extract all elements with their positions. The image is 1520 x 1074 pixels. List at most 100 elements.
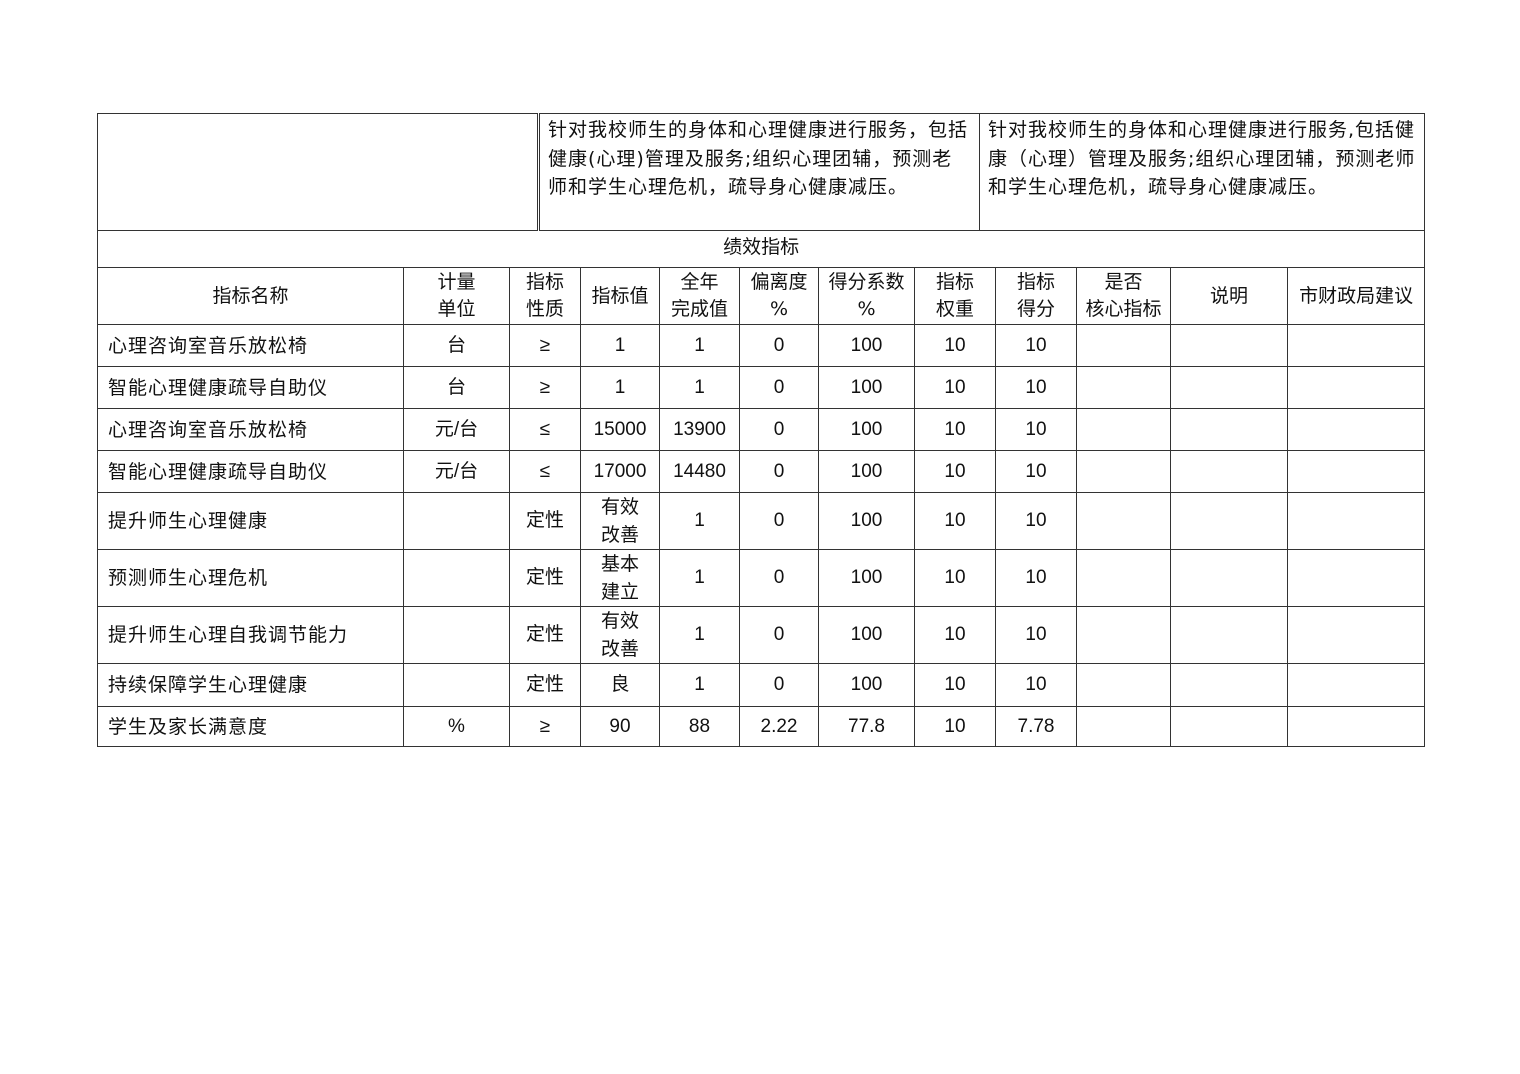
table-cell	[403, 606, 510, 664]
table-cell: 基本 建立	[580, 549, 660, 607]
table-cell: 10	[914, 366, 996, 409]
table-row: 心理咨询室音乐放松椅台 ≥1 1 0 100 10 10	[97, 324, 1426, 367]
table-cell	[1170, 450, 1288, 493]
table-cell: 有效 改善	[580, 606, 660, 664]
table-row: 提升师生心理自我调节能力 定性 有效 改善 1 0 100 10 10	[97, 606, 1426, 664]
column-header: 市财政局建议	[1286, 267, 1426, 325]
column-header: 全年 完成值	[659, 267, 740, 325]
table-cell: 100	[818, 366, 915, 409]
table-cell: 1	[659, 366, 740, 409]
table-cell	[1286, 408, 1426, 451]
column-header: 指标 权重	[914, 267, 996, 325]
table-cell: 100	[818, 408, 915, 451]
description-cell-b: 针对我校师生的身体和心理健康进行服务,包括健康（心理）管理及服务;组织心理团辅，…	[979, 113, 1425, 231]
blank-cell	[97, 113, 539, 231]
table-cell	[1076, 663, 1171, 707]
table-cell: 台	[403, 366, 510, 409]
table-cell: 10	[995, 450, 1077, 493]
table-cell	[1286, 606, 1426, 664]
table-row: 心理咨询室音乐放松椅 元/台 ≤15000 13900 0 100 10 10	[97, 408, 1426, 451]
table-cell	[1170, 663, 1288, 707]
table-cell	[1170, 549, 1288, 607]
performance-indicator-table: 绩效指标 指标名称 计量 单位 指标 性质 指标值 全年 完成值 偏离度 % 得分系数 % 指…	[96, 226, 1426, 747]
project-description-table: 针对我校师生的身体和心理健康进行服务，包括健康(心理)管理及服务;组织心理团辅，…	[97, 113, 1425, 231]
table-cell: 100	[818, 324, 915, 367]
table-cell: 定性	[509, 663, 581, 707]
table-cell: 10	[914, 324, 996, 367]
table-cell: 7.78	[995, 706, 1077, 747]
table-cell: 10	[995, 366, 1077, 409]
table-cell	[1076, 606, 1171, 664]
table-cell: 90	[580, 706, 660, 747]
table-cell: 10	[995, 324, 1077, 367]
table-cell	[1170, 324, 1288, 367]
table-cell: 0	[739, 549, 819, 607]
table-cell: 1	[580, 324, 660, 367]
table-cell: 2.22	[739, 706, 819, 747]
description-cell-a: 针对我校师生的身体和心理健康进行服务，包括健康(心理)管理及服务;组织心理团辅，…	[537, 113, 980, 231]
table-cell	[1286, 549, 1426, 607]
table-cell: 定性	[509, 606, 581, 664]
column-header: 说明	[1170, 267, 1288, 325]
table-cell	[1076, 324, 1171, 367]
table-cell	[1076, 408, 1171, 451]
table-cell	[1170, 366, 1288, 409]
table-cell: 良	[580, 663, 660, 707]
table-cell: 13900	[659, 408, 740, 451]
table-cell: 10	[914, 408, 996, 451]
table-cell: 10	[914, 450, 996, 493]
table-cell	[403, 663, 510, 707]
table-cell	[1286, 324, 1426, 367]
table-row: 预测师生心理危机 定性 基本 建立 1 0 100 10 10	[97, 549, 1426, 607]
table-cell: 元/台	[403, 408, 510, 451]
table-cell: 10	[995, 663, 1077, 707]
column-header: 偏离度 %	[739, 267, 819, 325]
table-cell: 1	[580, 366, 660, 409]
table-cell: 10	[914, 549, 996, 607]
table-cell	[1170, 606, 1288, 664]
table-row: 持续保障学生心理健康 定性良 1 0 100 10 10	[97, 663, 1426, 707]
column-header: 计量 单位	[403, 267, 510, 325]
table-cell: 10	[914, 492, 996, 550]
table-cell	[1286, 706, 1426, 747]
column-header: 指标 得分	[995, 267, 1077, 325]
table-cell	[1170, 706, 1288, 747]
table-cell: 持续保障学生心理健康	[97, 663, 404, 707]
table-cell	[403, 549, 510, 607]
table-cell	[403, 492, 510, 550]
table-cell	[1076, 549, 1171, 607]
column-header: 指标 性质	[509, 267, 581, 325]
table-cell: 1	[659, 324, 740, 367]
table-cell: 心理咨询室音乐放松椅	[97, 408, 404, 451]
table-cell: 智能心理健康疏导自助仪	[97, 366, 404, 409]
table-cell: 10	[914, 606, 996, 664]
column-header: 指标值	[580, 267, 660, 325]
table-cell: ≤	[509, 450, 581, 493]
table-cell: 元/台	[403, 450, 510, 493]
table-cell	[1286, 450, 1426, 493]
table-row: 提升师生心理健康 定性 有效 改善 1 0 100 10 10	[97, 492, 1426, 550]
table-cell: 1	[659, 663, 740, 707]
table-cell: 预测师生心理危机	[97, 549, 404, 607]
table-row: 学生及家长满意度% ≥90 88 2.22 77.8 10 7.78	[97, 706, 1426, 747]
table-cell: ≥	[509, 706, 581, 747]
table-cell: 14480	[659, 450, 740, 493]
column-header: 是否 核心指标	[1076, 267, 1171, 325]
column-header: 指标名称	[97, 267, 404, 325]
table-cell: 学生及家长满意度	[97, 706, 404, 747]
table-cell: 0	[739, 366, 819, 409]
table-cell: 心理咨询室音乐放松椅	[97, 324, 404, 367]
table-cell: 1	[659, 549, 740, 607]
table-cell: 100	[818, 492, 915, 550]
table-cell: 10	[995, 492, 1077, 550]
table-row: 智能心理健康疏导自助仪 元/台 ≤17000 14480 0 100 10 10	[97, 450, 1426, 493]
table-cell: 0	[739, 408, 819, 451]
table-cell: 10	[995, 549, 1077, 607]
table-cell	[1286, 663, 1426, 707]
table-cell: 台	[403, 324, 510, 367]
table-cell: 17000	[580, 450, 660, 493]
table-cell: 100	[818, 663, 915, 707]
table-cell: 0	[739, 492, 819, 550]
column-header: 得分系数 %	[818, 267, 915, 325]
table-cell: 100	[818, 450, 915, 493]
